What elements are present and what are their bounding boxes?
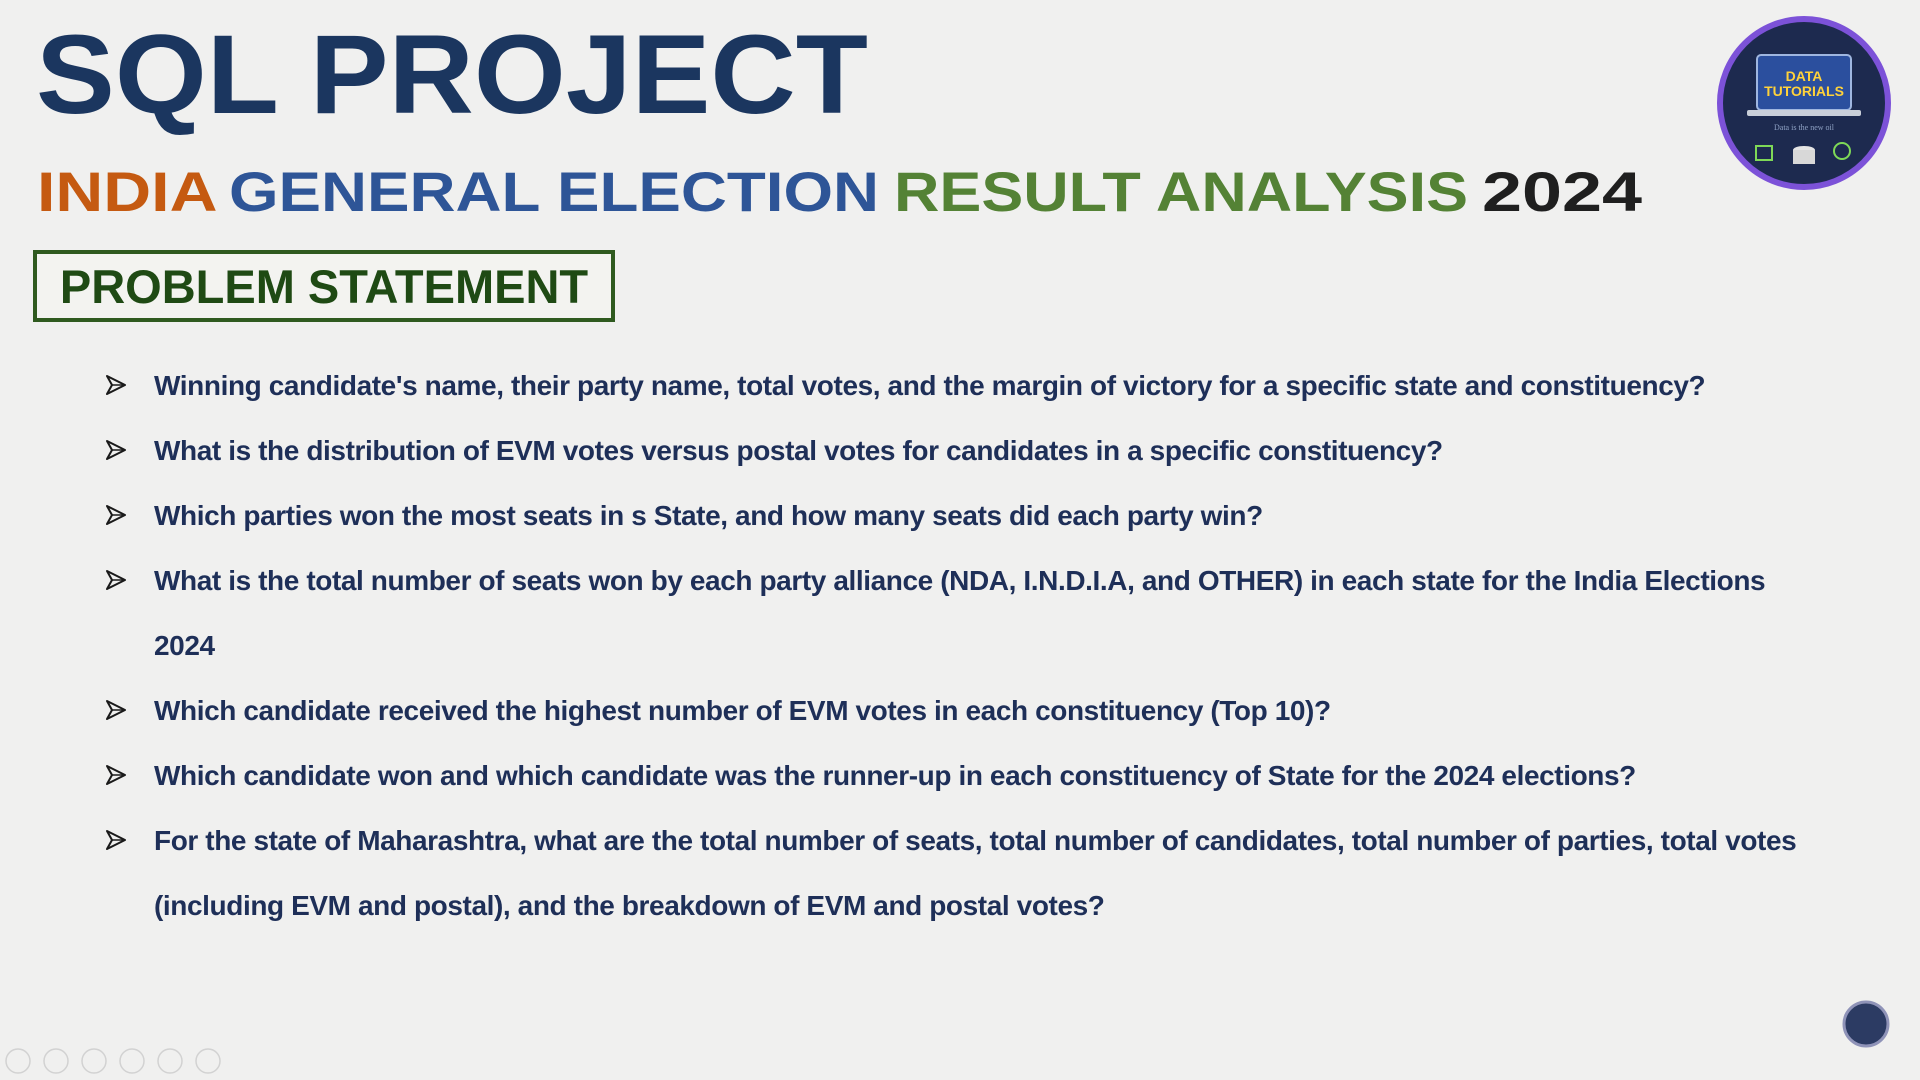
problem-item: What is the distribution of EVM votes ve… <box>104 418 1824 483</box>
control[interactable] <box>195 1048 221 1074</box>
subtitle-part: INDIA <box>37 160 216 223</box>
logo-laptop-base <box>1747 110 1861 116</box>
title: SQL PROJECT <box>36 12 868 137</box>
problem-text: Which candidate won and which candidate … <box>154 760 1636 791</box>
bullet-arrow <box>106 700 126 720</box>
problem-item: Which candidate received the highest num… <box>104 678 1824 743</box>
problem-text: Which parties won the most seats in s St… <box>154 500 1263 531</box>
header: SQL PROJECT INDIA GENERAL ELECTION RESUL… <box>36 12 1891 223</box>
control[interactable] <box>5 1048 31 1074</box>
subtitle-part: 2024 <box>1482 160 1642 223</box>
subtitle-part: RESULT ANALYSIS <box>894 160 1468 223</box>
control[interactable] <box>43 1048 69 1074</box>
subtitle-part: GENERAL ELECTION <box>229 160 879 223</box>
section-heading: PROBLEM STATEMENT <box>33 250 615 322</box>
logo-tagline: Data is the new oil <box>1774 123 1835 132</box>
logo-icon <box>1793 150 1815 164</box>
logo-text: DATA <box>1786 68 1823 84</box>
bullet-arrow <box>106 765 126 785</box>
problem-item: For the state of Maharashtra, what are t… <box>104 808 1824 938</box>
bullet-arrow <box>106 375 126 395</box>
problem-item: Which parties won the most seats in s St… <box>104 483 1824 548</box>
corner-logo <box>1842 1000 1890 1048</box>
control[interactable] <box>81 1048 107 1074</box>
logo: DATA TUTORIALS Data is the new oil <box>1717 16 1891 190</box>
subtitle: INDIA GENERAL ELECTION RESULT ANALYSIS 2… <box>37 160 1642 223</box>
problem-text: Which candidate received the highest num… <box>154 695 1331 726</box>
problem-text: For the state of Maharashtra, what are t… <box>154 825 1797 921</box>
control[interactable] <box>119 1048 145 1074</box>
problem-item: Winning candidate's name, their party na… <box>104 353 1824 418</box>
logo-icon <box>1755 145 1773 161</box>
control[interactable] <box>157 1048 183 1074</box>
logo-text: TUTORIALS <box>1764 83 1844 99</box>
problem-list: Winning candidate's name, their party na… <box>104 353 1824 938</box>
problem-item: What is the total number of seats won by… <box>104 548 1824 678</box>
problem-text: Winning candidate's name, their party na… <box>154 370 1706 401</box>
problem-text: What is the total number of seats won by… <box>154 565 1766 661</box>
logo-icon <box>1833 142 1851 160</box>
slide-controls <box>5 1048 221 1074</box>
bullet-arrow <box>106 570 126 590</box>
problem-item: Which candidate won and which candidate … <box>104 743 1824 808</box>
problem-text: What is the distribution of EVM votes ve… <box>154 435 1443 466</box>
bullet-arrow <box>106 505 126 525</box>
bullet-arrow <box>106 830 126 850</box>
bullet-arrow <box>106 440 126 460</box>
